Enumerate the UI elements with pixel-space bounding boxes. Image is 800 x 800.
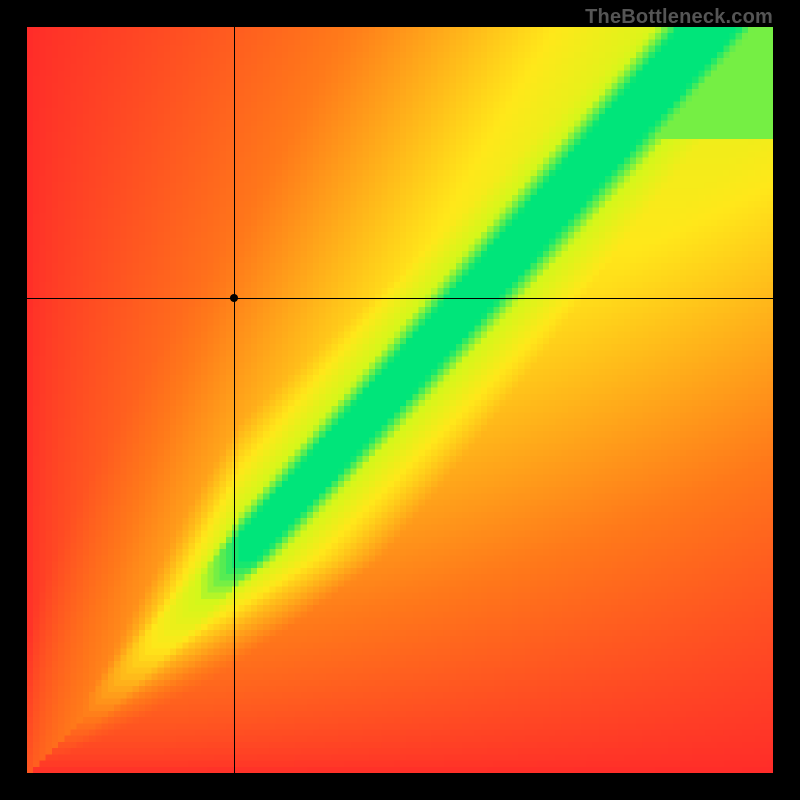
frame-border-left [0, 0, 27, 800]
chart-frame: TheBottleneck.com [0, 0, 800, 800]
crosshair-vertical [234, 27, 235, 773]
crosshair-marker [230, 294, 238, 302]
plot-area [27, 27, 773, 773]
crosshair-horizontal [27, 298, 773, 299]
bottleneck-heatmap [27, 27, 773, 773]
frame-border-right [773, 0, 800, 800]
frame-border-bottom [0, 773, 800, 800]
watermark: TheBottleneck.com [585, 6, 773, 29]
